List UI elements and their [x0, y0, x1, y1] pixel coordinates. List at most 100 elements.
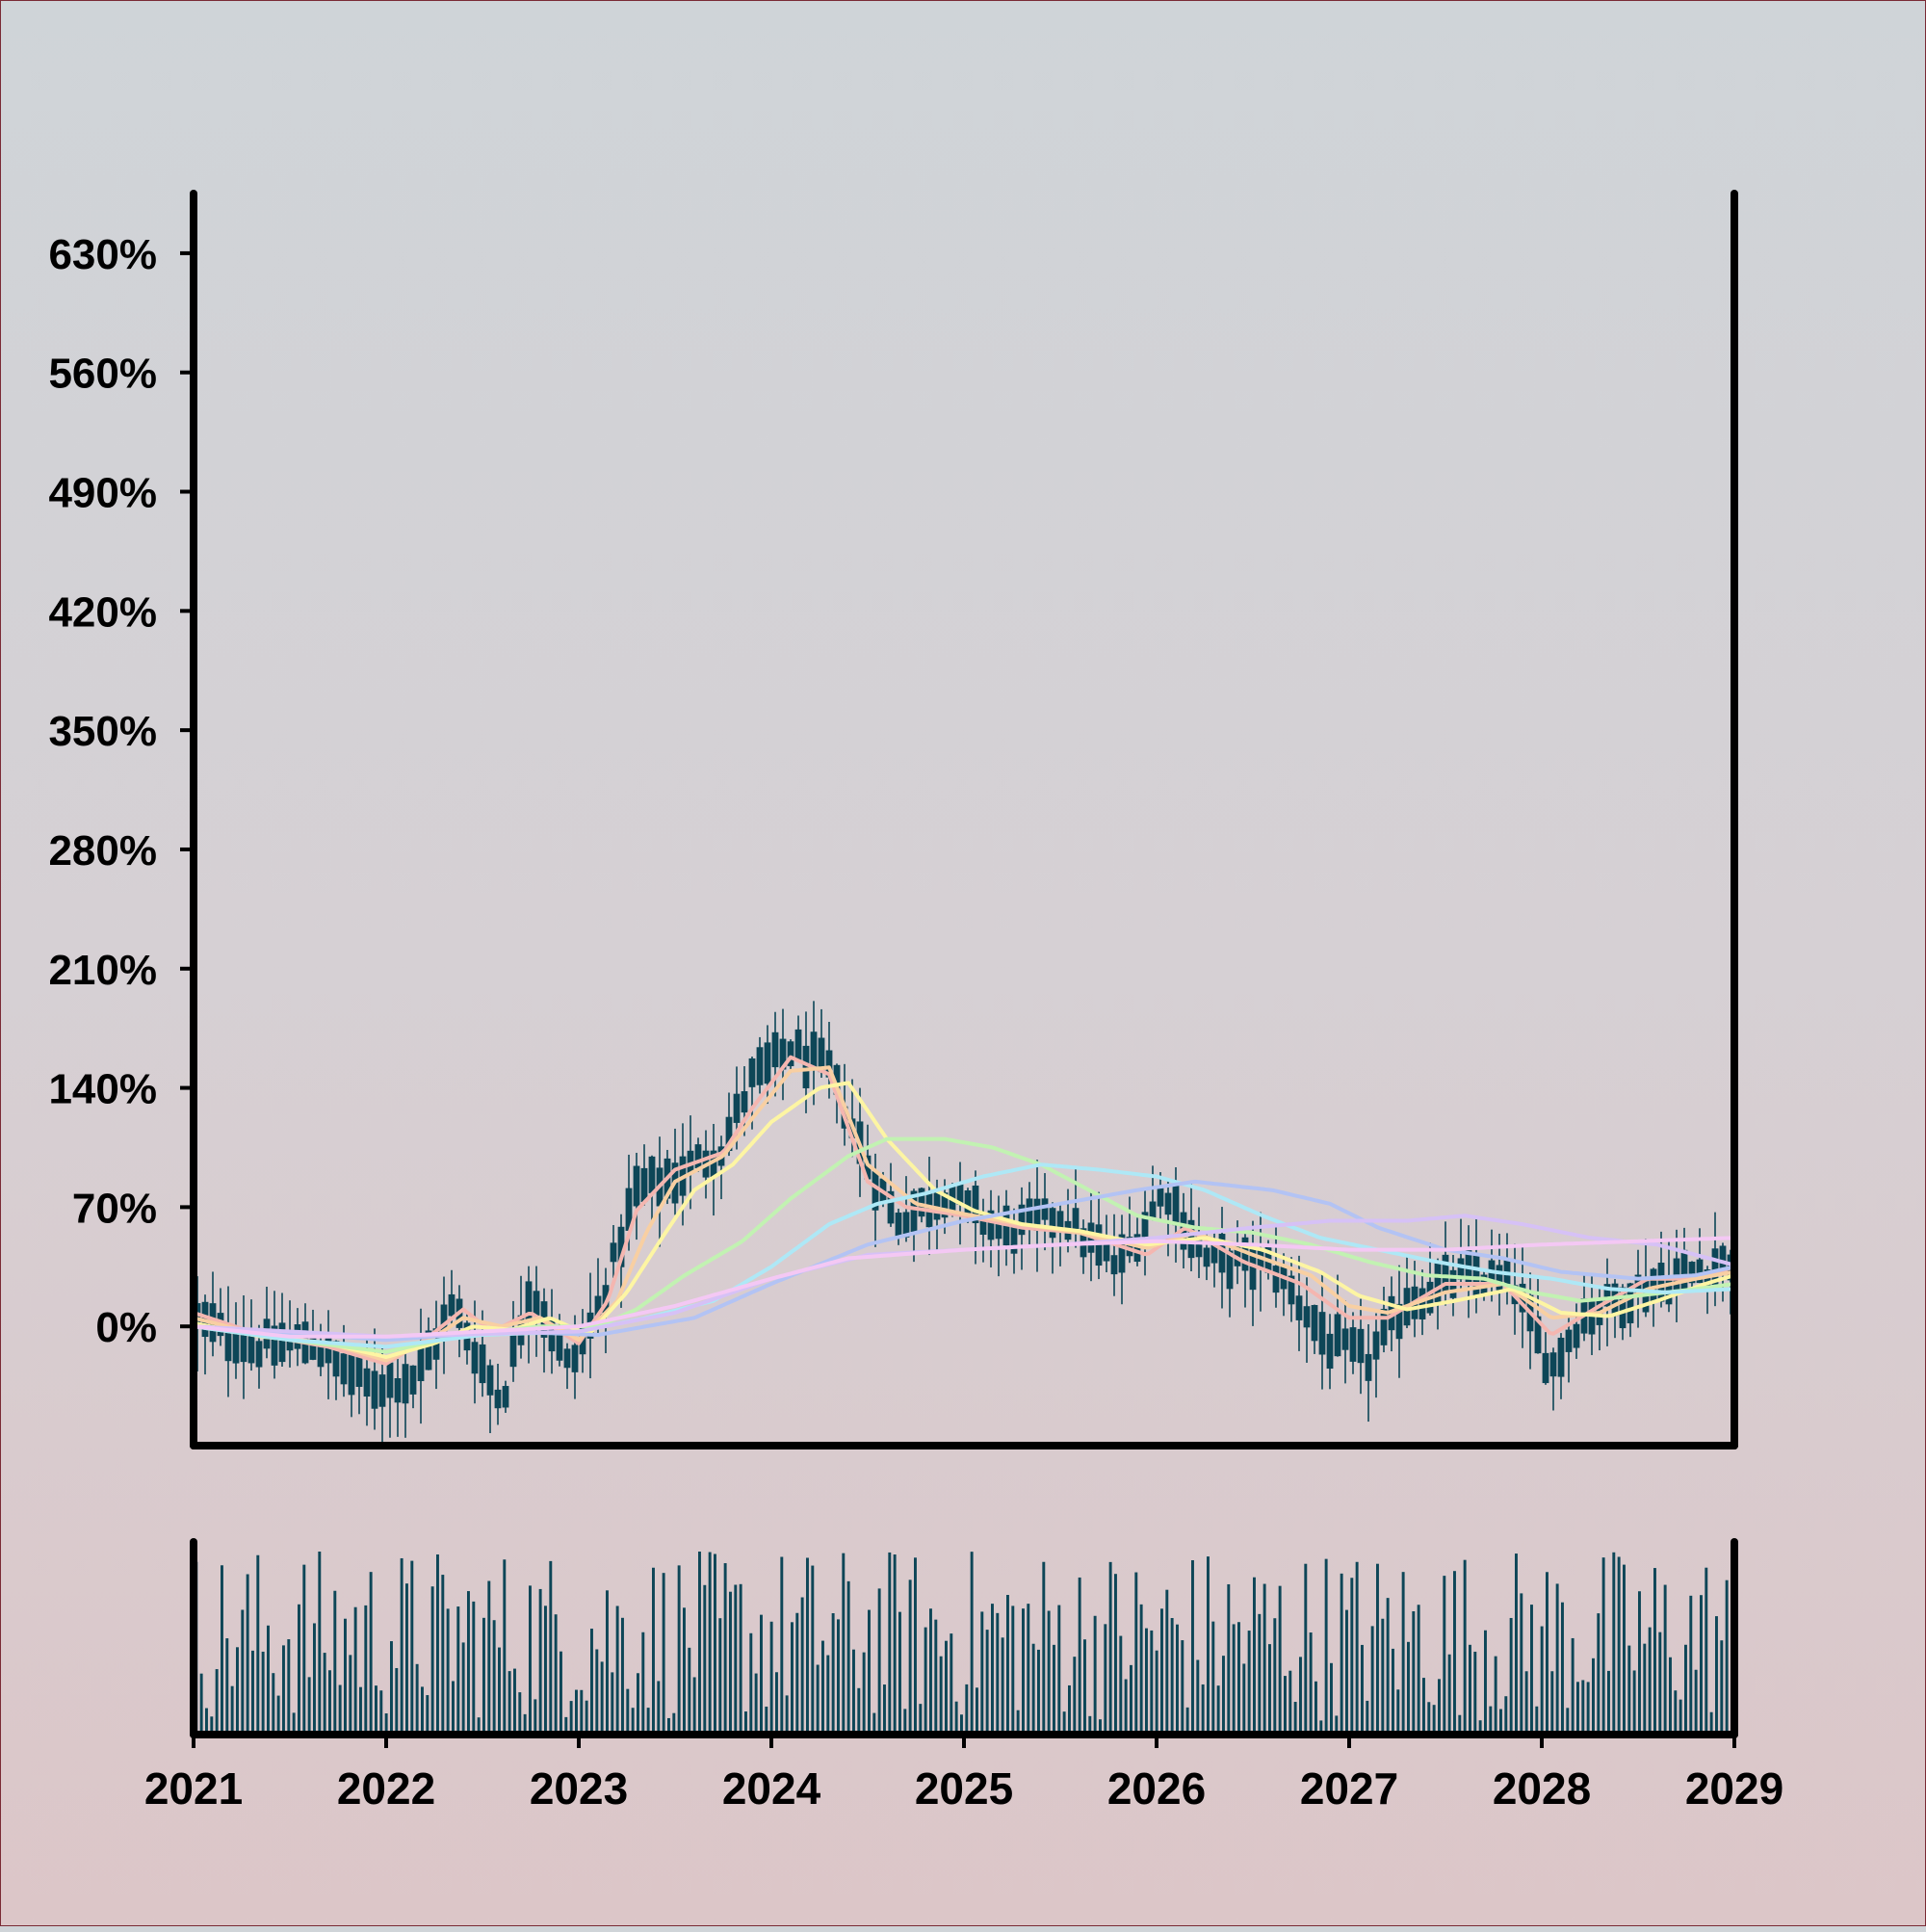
- volume-bar: [1078, 1577, 1081, 1735]
- price-bar: [494, 1389, 502, 1409]
- volume-bar: [800, 1597, 804, 1735]
- volume-bar: [1550, 1671, 1554, 1735]
- volume-bar: [960, 1714, 963, 1735]
- price-bar: [1380, 1309, 1388, 1345]
- price-bar: [563, 1348, 571, 1369]
- volume-bar: [364, 1605, 368, 1735]
- volume-bar: [461, 1642, 465, 1735]
- y-tick-label: 630%: [48, 231, 157, 278]
- price-bar: [1141, 1212, 1149, 1242]
- volume-bar: [652, 1567, 655, 1735]
- volume-bar: [842, 1553, 846, 1735]
- x-tick-label: 2027: [1300, 1763, 1398, 1814]
- price-bar: [394, 1378, 402, 1403]
- volume-panel-axes: [190, 1538, 1738, 1738]
- price-bar: [633, 1165, 640, 1207]
- volume-bar: [359, 1686, 362, 1735]
- volume-bar: [872, 1712, 876, 1735]
- price-bar: [417, 1342, 425, 1382]
- volume-bar: [780, 1556, 784, 1735]
- volume-bar: [246, 1574, 249, 1735]
- volume-bar: [688, 1647, 691, 1735]
- volume-bar: [1601, 1557, 1605, 1735]
- volume-bar: [1088, 1715, 1092, 1735]
- volume-bar: [452, 1681, 455, 1735]
- price-bar: [610, 1242, 617, 1263]
- volume-bar: [631, 1708, 635, 1735]
- volume-bar: [672, 1712, 676, 1735]
- volume-bar: [1047, 1610, 1051, 1735]
- price-bar: [1241, 1237, 1249, 1271]
- volume-bar: [1037, 1649, 1040, 1735]
- price-bar: [956, 1184, 964, 1205]
- price-bar: [1688, 1262, 1696, 1284]
- price-bar: [987, 1210, 995, 1240]
- volume-bar: [1011, 1606, 1015, 1735]
- price-bar: [1110, 1255, 1118, 1275]
- volume-bar: [441, 1575, 445, 1735]
- price-bar: [972, 1185, 979, 1224]
- volume-bar: [1253, 1577, 1256, 1735]
- volume-bar: [945, 1640, 948, 1735]
- price-bar: [1434, 1263, 1442, 1303]
- volume-bar: [1725, 1580, 1729, 1735]
- price-bar: [247, 1334, 255, 1364]
- volume-bar: [1181, 1640, 1184, 1735]
- volume-bar: [1653, 1568, 1656, 1735]
- volume-bar: [1361, 1644, 1364, 1735]
- volume-bar: [754, 1673, 758, 1735]
- volume-bar: [1386, 1598, 1390, 1735]
- volume-bar: [569, 1701, 573, 1735]
- volume-bar: [769, 1621, 773, 1735]
- volume-bar: [1134, 1572, 1138, 1735]
- volume-bar: [1715, 1616, 1718, 1735]
- x-tick-label: 2021: [144, 1763, 243, 1814]
- volume-bar: [446, 1608, 450, 1735]
- price-bar: [1288, 1275, 1295, 1305]
- volume-bar: [1057, 1605, 1061, 1735]
- volume-bar: [1114, 1574, 1117, 1735]
- price-bar: [378, 1374, 386, 1407]
- volume-bar: [1340, 1573, 1343, 1735]
- volume-bar: [626, 1688, 630, 1735]
- volume-bar: [1576, 1682, 1579, 1735]
- volume-bar: [877, 1588, 881, 1735]
- y-tick-label: 350%: [48, 708, 157, 755]
- price-bar: [1565, 1329, 1573, 1352]
- volume-bar: [292, 1712, 296, 1735]
- price-bar: [425, 1330, 432, 1371]
- price-bar: [779, 1038, 787, 1070]
- volume-bar: [1438, 1679, 1441, 1735]
- volume-bar: [1484, 1630, 1487, 1735]
- volume-bar: [826, 1655, 830, 1735]
- volume-bar: [529, 1585, 532, 1735]
- y-tick-label: 280%: [48, 827, 157, 875]
- volume-bar: [1309, 1632, 1313, 1735]
- price-bar: [556, 1325, 563, 1361]
- volume-bar: [1555, 1583, 1559, 1735]
- volume-bar: [744, 1711, 747, 1735]
- volume-bar: [611, 1672, 614, 1735]
- volume-bar: [976, 1687, 978, 1735]
- volume-bar: [1108, 1561, 1112, 1735]
- price-bar: [1210, 1239, 1218, 1264]
- volume-bar: [765, 1706, 768, 1735]
- price-bar: [1418, 1288, 1426, 1320]
- volume-bar: [1258, 1613, 1262, 1735]
- volume-bar: [513, 1668, 516, 1735]
- volume-bar: [1027, 1604, 1030, 1735]
- x-tick-label: 2025: [915, 1763, 1013, 1814]
- volume-bar: [888, 1552, 892, 1735]
- volume-bar: [1083, 1639, 1086, 1735]
- volume-bar: [1150, 1630, 1154, 1735]
- price-bar: [1149, 1201, 1157, 1220]
- volume-bar: [267, 1625, 270, 1735]
- moving-average-line-8: [194, 1236, 1734, 1339]
- volume-bar: [230, 1685, 234, 1735]
- price-bar: [964, 1189, 972, 1214]
- volume-bar: [590, 1629, 593, 1735]
- volume-bar: [1242, 1663, 1246, 1735]
- price-bar: [1442, 1254, 1449, 1292]
- volume-bar: [379, 1690, 383, 1735]
- volume-bar: [1463, 1559, 1467, 1735]
